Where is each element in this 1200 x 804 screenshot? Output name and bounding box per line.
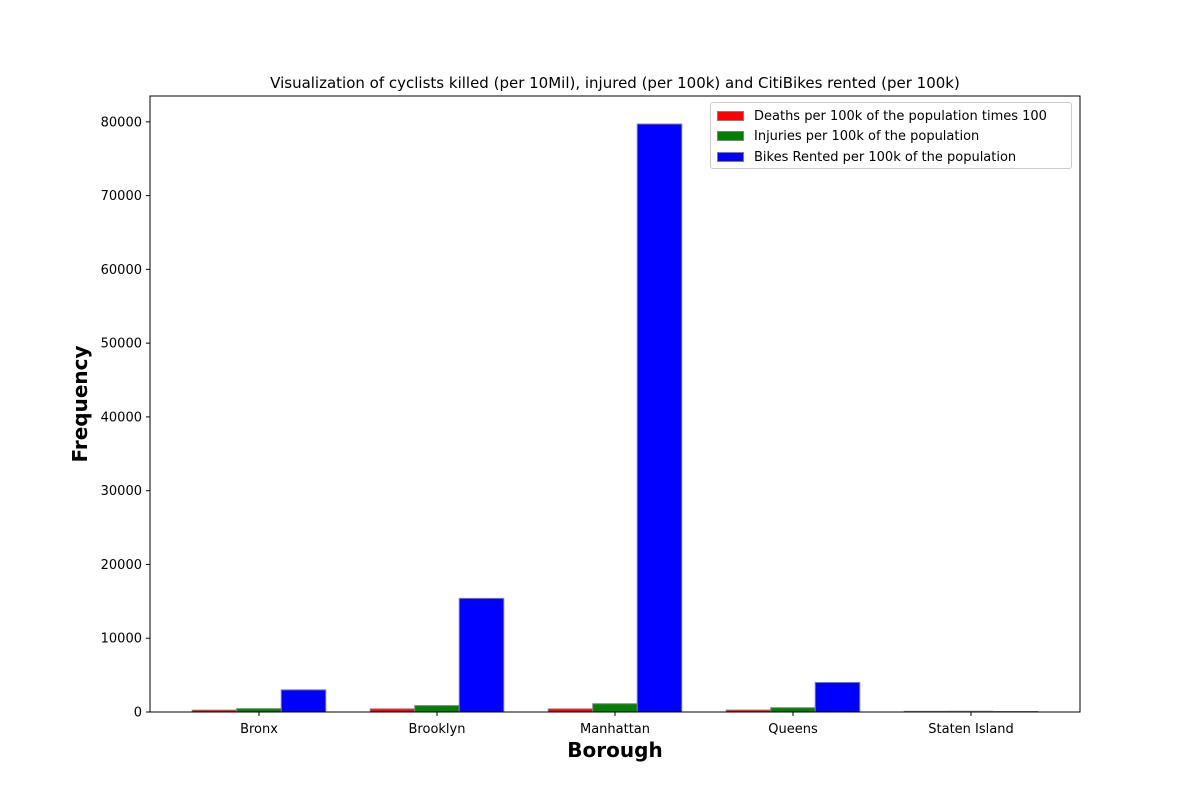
- bar-bikes-bronx: [280, 689, 327, 713]
- y-tick-label: 30000: [101, 484, 142, 499]
- bar-injuries-queens: [770, 707, 816, 713]
- bar-injuries-brooklyn: [414, 705, 460, 713]
- chart-title: Visualization of cyclists killed (per 10…: [270, 74, 960, 92]
- legend: Deaths per 100k of the population times …: [710, 102, 1072, 169]
- x-tick-label-staten-island: Staten Island: [928, 722, 1013, 737]
- legend-swatch-bikes: [717, 152, 744, 162]
- bar-bikes-manhattan: [636, 123, 683, 713]
- legend-item-deaths: Deaths per 100k of the population times …: [717, 107, 1047, 125]
- y-axis-label: Frequency: [68, 345, 92, 462]
- legend-label-bikes: Bikes Rented per 100k of the population: [754, 149, 1017, 165]
- legend-swatch-injuries: [717, 131, 744, 141]
- y-tick-label: 80000: [101, 115, 142, 130]
- y-tick-label: 20000: [101, 558, 142, 573]
- x-tick-label-manhattan: Manhattan: [580, 722, 650, 737]
- plot-frame: [149, 95, 1081, 713]
- legend-label-injuries: Injuries per 100k of the population: [754, 128, 980, 144]
- x-tick-label-queens: Queens: [768, 722, 818, 737]
- y-tick-label: 10000: [101, 632, 142, 647]
- bars-layer: [191, 123, 1039, 713]
- y-axis: 0 10000 20000 30000 40000 50000 60000 70000 8000…: [101, 115, 150, 721]
- x-tick-label-brooklyn: Brooklyn: [409, 722, 466, 737]
- legend-label-deaths: Deaths per 100k of the population times …: [754, 108, 1047, 124]
- legend-item-bikes: Bikes Rented per 100k of the population: [717, 148, 1016, 166]
- bar-bikes-brooklyn: [458, 597, 505, 713]
- legend-item-injuries: Injuries per 100k of the population: [717, 127, 979, 145]
- x-axis-label: Borough: [567, 738, 662, 762]
- y-tick-label: 60000: [101, 263, 142, 278]
- bar-injuries-manhattan: [592, 703, 638, 713]
- x-tick-label-bronx: Bronx: [240, 722, 278, 737]
- y-tick-label: 40000: [101, 410, 142, 425]
- y-tick-label: 50000: [101, 337, 142, 352]
- x-axis: Bronx Brooklyn Manhattan Queens Staten Islan…: [240, 712, 1014, 737]
- legend-swatch-deaths: [717, 111, 744, 121]
- y-tick-label: 70000: [101, 189, 142, 204]
- y-tick-label: 0: [134, 706, 142, 721]
- bar-bikes-queens: [814, 681, 861, 713]
